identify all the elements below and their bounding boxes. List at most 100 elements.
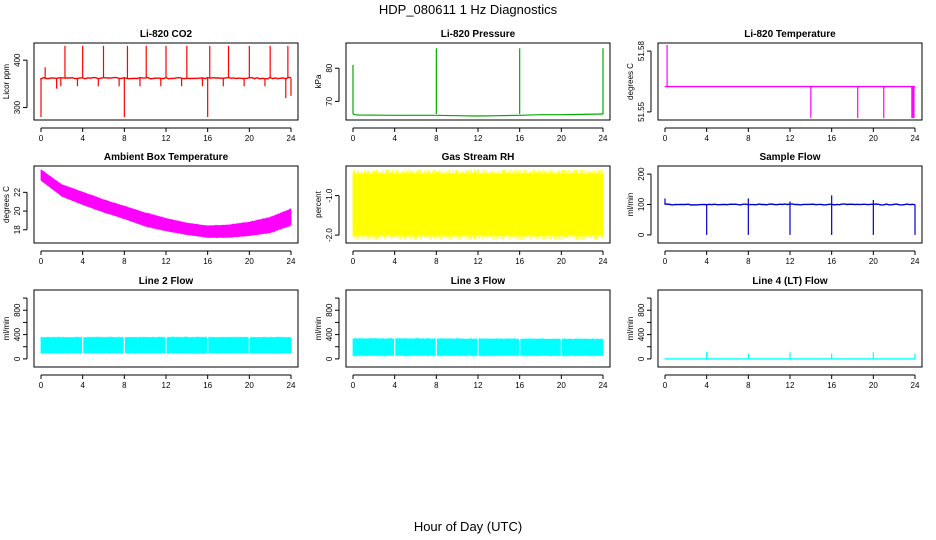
- chart-panel-9: Line 4 (LT) Flow ml/min 0 4 8 12 16 20 24 0 400 800: [626, 276, 923, 390]
- y-axis-label: ml/min: [2, 317, 11, 341]
- x-tick-label: 0: [351, 381, 356, 390]
- x-tick-label: 8: [122, 134, 127, 143]
- x-tick-label: 8: [122, 257, 127, 266]
- x-tick-label: 0: [351, 134, 356, 143]
- x-tick-label: 0: [663, 257, 668, 266]
- x-tick-label: 12: [162, 134, 171, 143]
- chart-panel-6: Sample Flow ml/min 0 4 8 12 16 20 24 0 100 200: [626, 152, 923, 266]
- figure-xlabel: Hour of Day (UTC): [414, 519, 522, 534]
- y-axis-label: ml/min: [626, 317, 635, 341]
- x-tick-label: 12: [474, 134, 483, 143]
- figure-title: HDP_080611 1 Hz Diagnostics: [379, 2, 558, 17]
- y-axis-label: ml/min: [314, 317, 323, 341]
- x-tick-label: 16: [827, 381, 836, 390]
- y-tick-label: 70: [325, 96, 334, 105]
- x-tick-label: 24: [911, 257, 920, 266]
- x-tick-label: 20: [557, 134, 566, 143]
- x-tick-label: 16: [827, 134, 836, 143]
- x-tick-label: 20: [557, 257, 566, 266]
- x-tick-label: 20: [557, 381, 566, 390]
- y-tick-label: 0: [325, 356, 334, 361]
- x-tick-label: 0: [39, 381, 44, 390]
- x-tick-label: 8: [434, 134, 439, 143]
- y-axis-label: kPa: [314, 74, 323, 88]
- y-tick-label: 400: [13, 53, 22, 67]
- x-tick-label: 24: [599, 257, 608, 266]
- plot-frame: [33, 42, 299, 121]
- x-tick-label: 12: [786, 381, 795, 390]
- x-tick-label: 0: [351, 257, 356, 266]
- x-tick-label: 24: [287, 134, 296, 143]
- x-tick-label: 24: [911, 381, 920, 390]
- x-tick-label: 0: [39, 134, 44, 143]
- x-tick-label: 4: [704, 381, 709, 390]
- x-tick-label: 24: [287, 257, 296, 266]
- plot-frame: [345, 165, 611, 244]
- y-axis-label: ml/min: [626, 193, 635, 217]
- x-tick-label: 4: [392, 257, 397, 266]
- x-tick-label: 12: [786, 134, 795, 143]
- x-tick-label: 8: [746, 134, 751, 143]
- y-tick-label: 800: [637, 303, 646, 317]
- chart-panel-8: Line 3 Flow ml/min 0 4 8 12 16 20 24 0 400 800: [314, 276, 611, 390]
- x-tick-label: 20: [869, 381, 878, 390]
- y-tick-label: 51.55: [637, 101, 646, 122]
- y-tick-label: 800: [325, 303, 334, 317]
- y-tick-label: 400: [637, 327, 646, 341]
- chart-title: Line 4 (LT) Flow: [752, 276, 828, 287]
- x-tick-label: 0: [663, 381, 668, 390]
- y-tick-label: 800: [13, 303, 22, 317]
- x-tick-label: 0: [39, 257, 44, 266]
- x-tick-label: 24: [911, 134, 920, 143]
- x-tick-label: 24: [287, 381, 296, 390]
- y-tick-label: 400: [13, 327, 22, 341]
- chart-panel-5: Gas Stream RH percent 0 4 8 12 16 20 24 -2.0 -1.0: [314, 152, 611, 266]
- y-tick-label: -1.0: [325, 188, 334, 202]
- plot-frame: [345, 289, 611, 368]
- x-tick-label: 16: [515, 257, 524, 266]
- series-line: [352, 113, 604, 117]
- chart-title: Gas Stream RH: [442, 152, 515, 163]
- chart-panel-7: Line 2 Flow ml/min 0 4 8 12 16 20 24 0 400 800: [2, 276, 299, 390]
- x-tick-label: 4: [392, 134, 397, 143]
- y-tick-label: 0: [637, 356, 646, 361]
- y-tick-label: 80: [325, 63, 334, 72]
- x-tick-label: 8: [434, 257, 439, 266]
- y-tick-label: 100: [637, 197, 646, 211]
- y-axis-label: Licor ppm: [2, 64, 11, 99]
- x-tick-label: 16: [827, 257, 836, 266]
- chart-panel-1: Li-820 CO2 Licor ppm 0 4 8 12 16 20 24 300 400: [2, 29, 299, 143]
- chart-title: Ambient Box Temperature: [104, 152, 229, 163]
- plot-frame: [345, 42, 611, 121]
- x-tick-label: 0: [663, 134, 668, 143]
- x-tick-label: 4: [392, 381, 397, 390]
- y-tick-label: 20: [13, 206, 22, 215]
- x-tick-label: 4: [704, 257, 709, 266]
- x-tick-label: 4: [80, 381, 85, 390]
- plot-frame: [657, 165, 923, 244]
- x-tick-label: 16: [203, 381, 212, 390]
- y-tick-label: 200: [637, 167, 646, 181]
- x-tick-label: 8: [122, 381, 127, 390]
- y-tick-label: 300: [13, 100, 22, 114]
- chart-panel-4: Ambient Box Temperature degrees C 0 4 8 12 16 2…: [2, 152, 299, 266]
- y-tick-label: -2.0: [325, 228, 334, 242]
- chart-title: Li-820 CO2: [140, 29, 193, 40]
- y-tick-label: 51.58: [637, 41, 646, 62]
- x-tick-label: 4: [80, 134, 85, 143]
- x-tick-label: 12: [474, 257, 483, 266]
- x-tick-label: 12: [786, 257, 795, 266]
- plot-frame: [33, 165, 299, 244]
- plot-frame: [33, 289, 299, 368]
- x-tick-label: 16: [203, 134, 212, 143]
- x-tick-label: 20: [245, 134, 254, 143]
- chart-title: Sample Flow: [759, 152, 820, 163]
- x-tick-label: 20: [245, 381, 254, 390]
- chart-title: Line 2 Flow: [139, 276, 194, 287]
- x-tick-label: 12: [162, 381, 171, 390]
- y-tick-label: 22: [13, 187, 22, 196]
- chart-title: Li-820 Temperature: [744, 29, 836, 40]
- x-tick-label: 8: [434, 381, 439, 390]
- y-tick-label: 18: [13, 225, 22, 234]
- x-tick-label: 8: [746, 257, 751, 266]
